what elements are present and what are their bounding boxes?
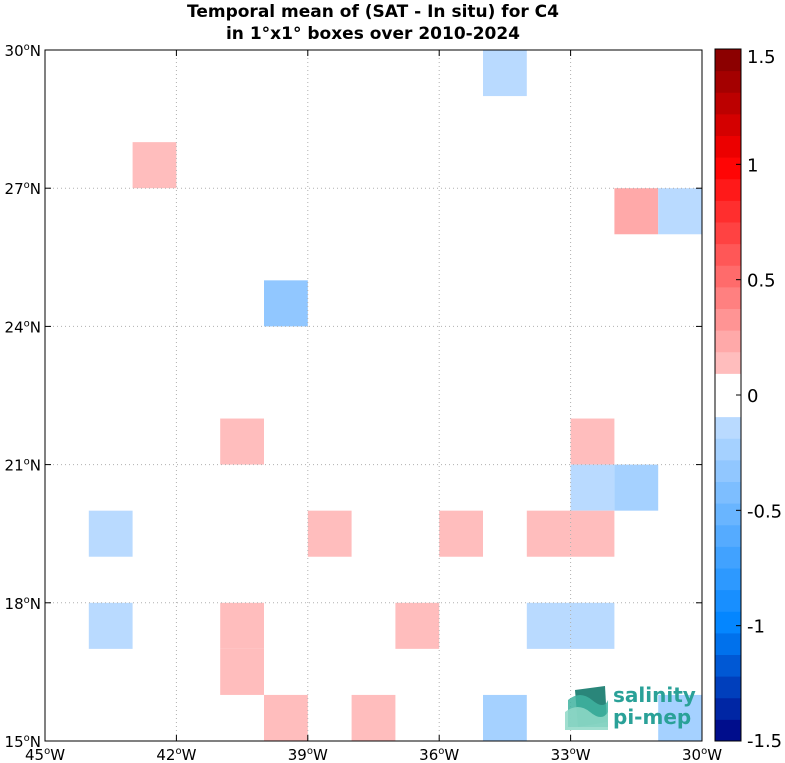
- x-tick-label: 30oW: [682, 746, 722, 763]
- colorbar-level: [715, 135, 741, 158]
- heatmap-cell: [395, 602, 440, 649]
- colorbar-level: [715, 373, 741, 396]
- heatmap-cell: [526, 602, 571, 649]
- colorbar-level: [715, 49, 741, 72]
- y-tick-label: 18oN: [5, 595, 41, 613]
- colorbar-level: [715, 611, 741, 634]
- colorbar-tick-label: 1: [747, 155, 758, 176]
- colorbar-level: [715, 178, 741, 201]
- heatmap-cell: [570, 418, 615, 465]
- heatmap-cell: [307, 510, 352, 557]
- colorbar-level: [715, 589, 741, 612]
- colorbar-tick-label: 0: [747, 386, 758, 407]
- logo-line1: salinity: [613, 683, 696, 707]
- chart-title-line2: in 1°x1° boxes over 2010-2024: [226, 24, 520, 44]
- colorbar-level: [715, 200, 741, 223]
- colorbar-level: [715, 676, 741, 699]
- grid-lines: [45, 50, 702, 741]
- colorbar-level: [715, 265, 741, 288]
- colorbar-level: [715, 416, 741, 439]
- colorbar-tick-label: -1.5: [747, 731, 782, 752]
- heatmap-cell: [220, 418, 264, 465]
- y-tick-label: 30oN: [5, 42, 41, 60]
- colorbar: [715, 49, 741, 742]
- heatmap-cell: [483, 694, 527, 741]
- y-tick-label: 15oN: [5, 733, 41, 751]
- colorbar-tick-label: 1.5: [747, 47, 776, 68]
- x-tick-label: 42oW: [156, 746, 196, 763]
- heatmap-cell: [658, 188, 702, 235]
- y-tick-label: 24oN: [5, 318, 41, 336]
- colorbar-level: [715, 654, 741, 677]
- heatmap-cell: [88, 510, 133, 557]
- heatmap-cell: [220, 648, 264, 695]
- colorbar-level: [715, 632, 741, 655]
- colorbar-level: [715, 438, 741, 461]
- heatmap-cells: [88, 50, 702, 741]
- colorbar-tick-label: 0.5: [747, 271, 776, 292]
- colorbar-level: [715, 503, 741, 526]
- heatmap-cell: [614, 188, 659, 235]
- heatmap-cell: [570, 602, 615, 649]
- heatmap-cell: [88, 602, 133, 649]
- colorbar-level: [715, 481, 741, 504]
- plot-frame: [44, 49, 703, 742]
- heatmap-cell: [570, 464, 615, 511]
- colorbar-level: [715, 92, 741, 115]
- colorbar-tick-label: -0.5: [747, 501, 782, 522]
- heatmap-cell: [658, 694, 702, 741]
- x-tick-label: 39oW: [288, 746, 328, 763]
- colorbar-level: [715, 568, 741, 591]
- colorbar-level: [715, 113, 741, 136]
- colorbar-level: [715, 546, 741, 569]
- logo-wave-icon: [565, 686, 608, 730]
- heatmap-cell: [439, 510, 483, 557]
- colorbar-ticks: 1.5 1 0.5 0 -0.5 -1 -1.5: [736, 47, 782, 752]
- colorbar-level: [715, 351, 741, 374]
- colorbar-level: [715, 719, 741, 742]
- colorbar-level: [715, 70, 741, 93]
- heatmap-cell: [264, 280, 308, 327]
- y-tick-label: 21oN: [5, 457, 41, 475]
- colorbar-level: [715, 286, 741, 309]
- heatmap-cell: [220, 602, 264, 649]
- heatmap-cell: [132, 142, 177, 189]
- heatmap-cell: [614, 464, 659, 511]
- x-axis-ticks: 45oW 42oW 39oW 36oW 33oW 30oW: [25, 50, 722, 763]
- x-tick-label: 36oW: [419, 746, 459, 763]
- salinity-pi-mep-logo: salinity pi-mep: [565, 683, 696, 730]
- colorbar-level: [715, 157, 741, 180]
- colorbar-level: [715, 222, 741, 245]
- heatmap-cell: [526, 510, 571, 557]
- heatmap-cell: [264, 694, 308, 741]
- y-axis-ticks: 15oN 18oN 21oN 24oN 27oN 30oN: [5, 42, 702, 751]
- colorbar-level: [715, 459, 741, 482]
- chart-title-line1: Temporal mean of (SAT - In situ) for C4: [187, 2, 559, 22]
- colorbar-level: [715, 395, 741, 418]
- heatmap-cell: [351, 694, 396, 741]
- colorbar-level: [715, 697, 741, 720]
- colorbar-level: [715, 243, 741, 266]
- colorbar-level: [715, 330, 741, 353]
- logo-line2: pi-mep: [613, 705, 691, 729]
- colorbar-level: [715, 524, 741, 547]
- heatmap-cell: [570, 510, 615, 557]
- y-tick-label: 27oN: [5, 180, 41, 198]
- x-tick-label: 45oW: [25, 746, 65, 763]
- colorbar-level: [715, 308, 741, 331]
- colorbar-tick-label: -1: [747, 617, 765, 638]
- heatmap-cell: [483, 50, 527, 97]
- x-tick-label: 33oW: [551, 746, 591, 763]
